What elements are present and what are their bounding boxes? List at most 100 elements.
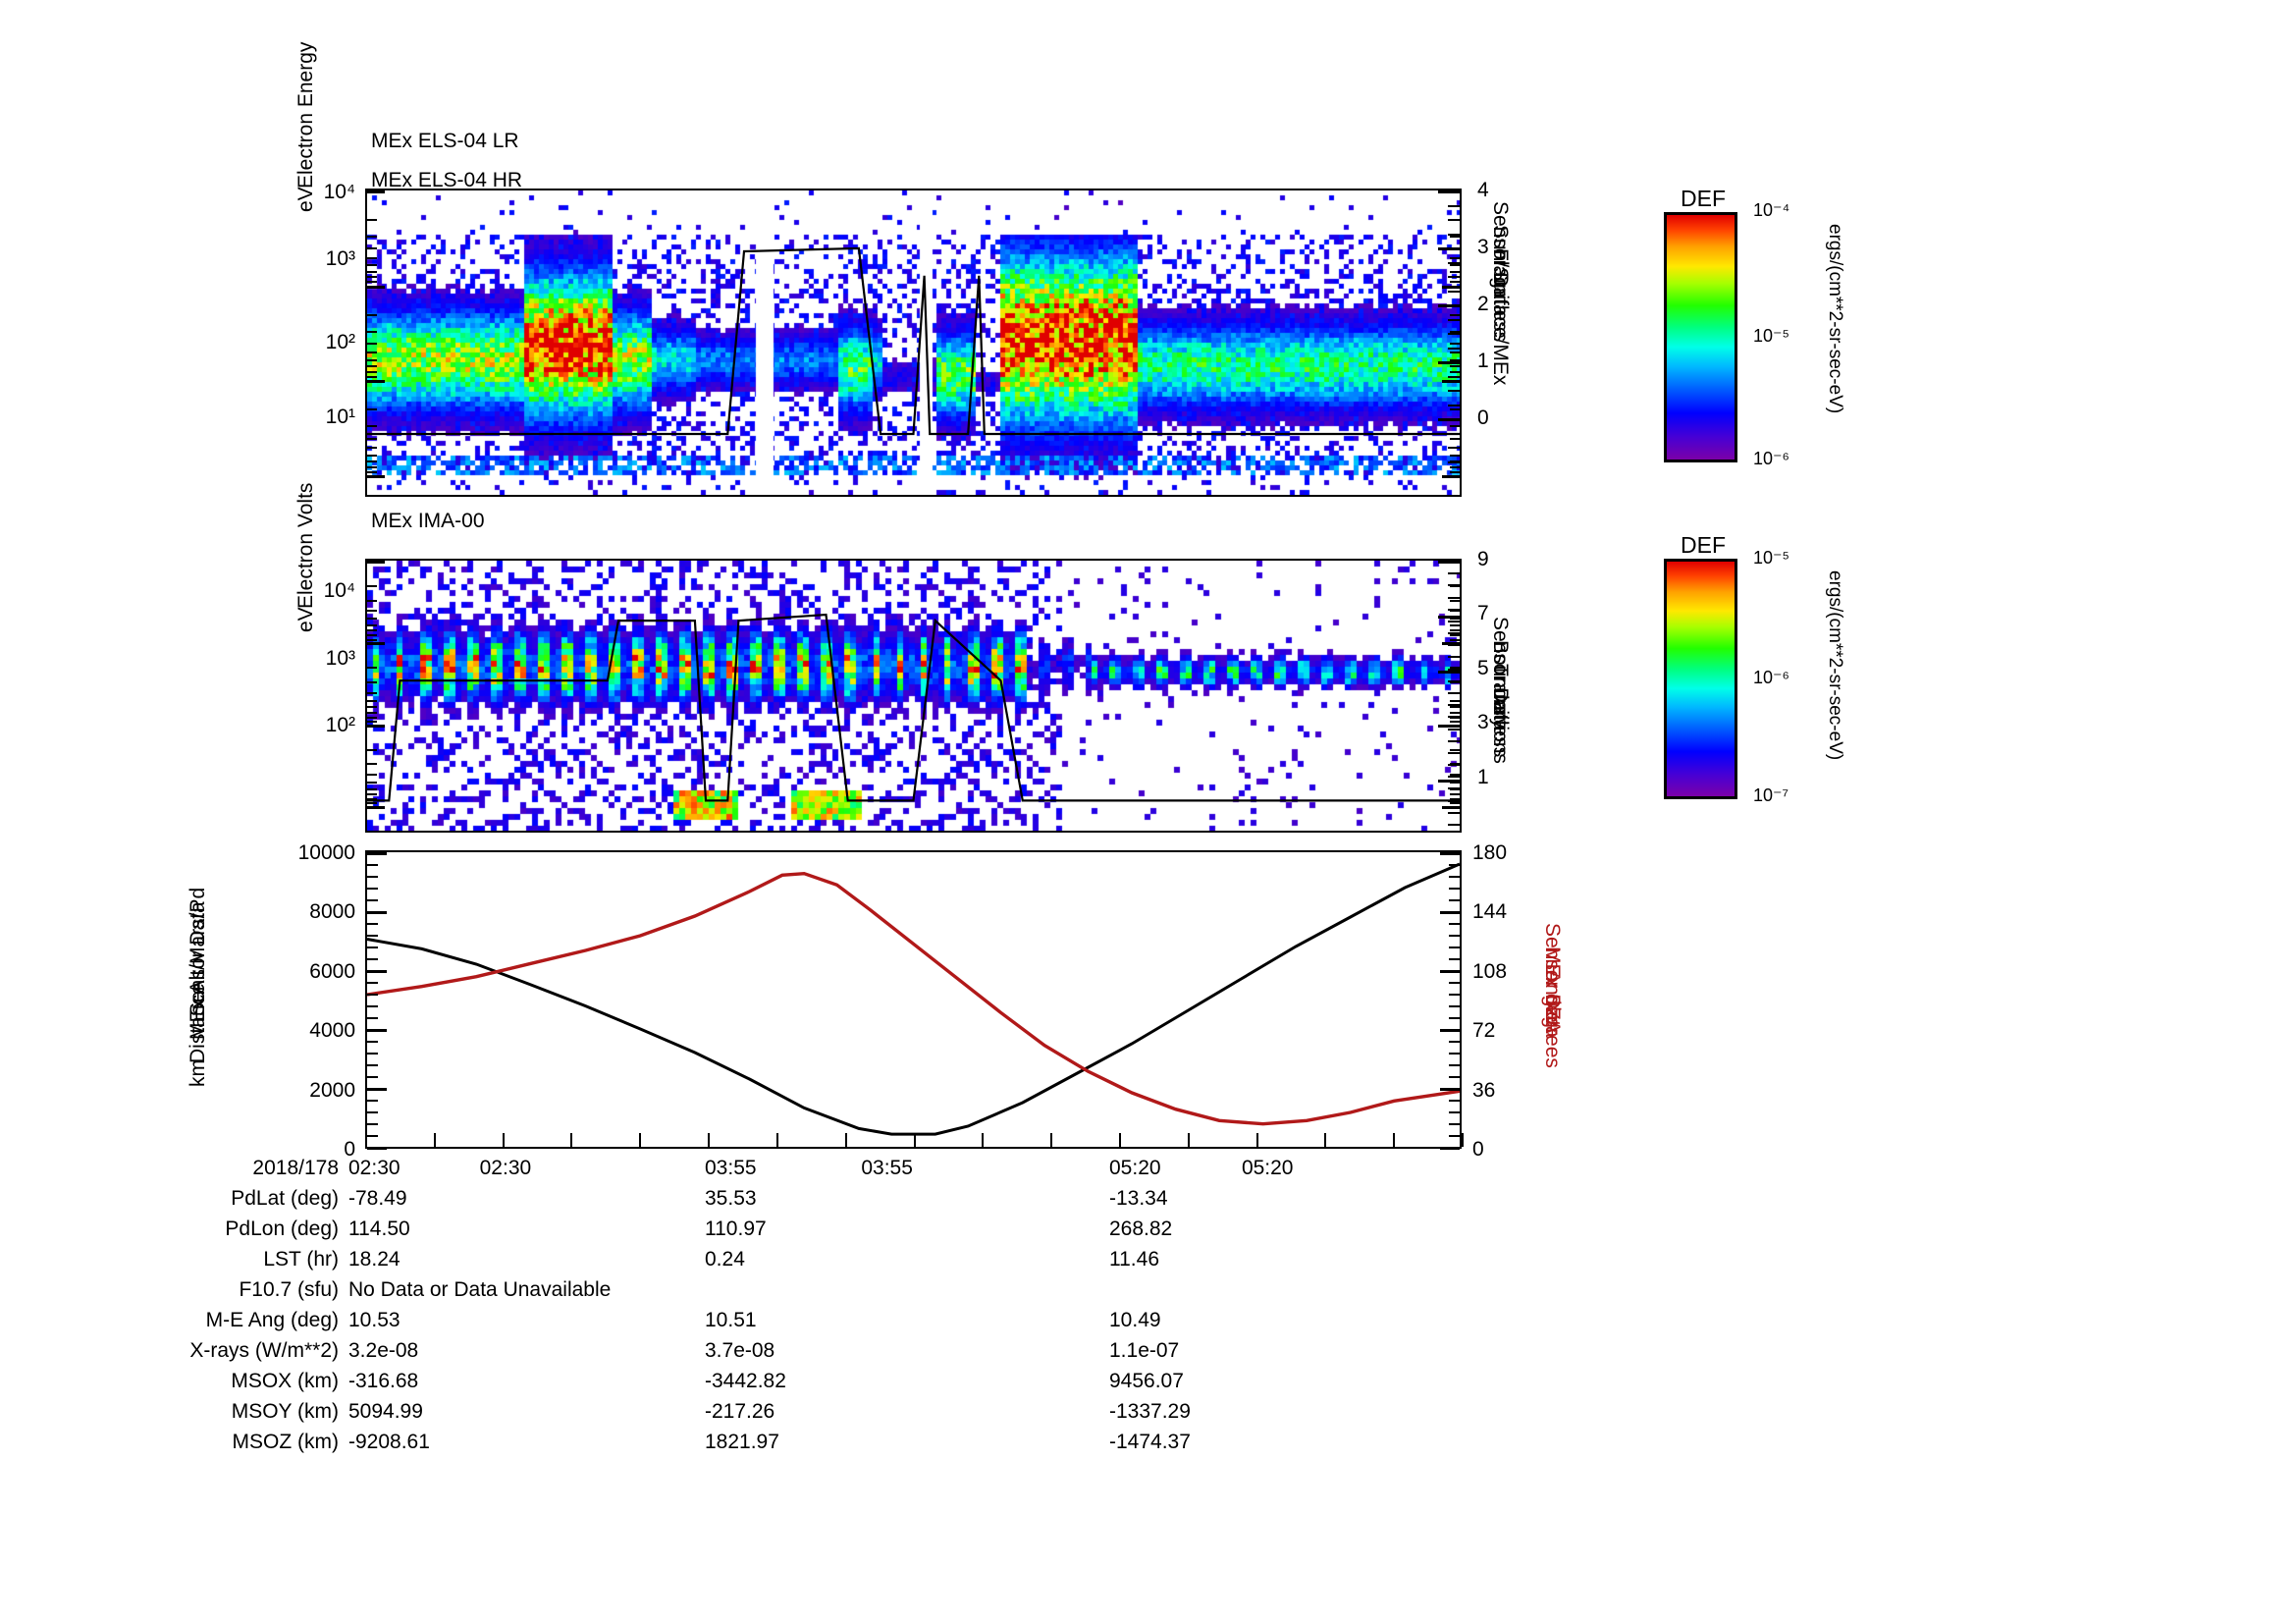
panel-alt: Sensor Data MEx Alt/Mars/Pd Distance km …: [187, 841, 1679, 1161]
param-row-value: 1.1e-07: [1109, 1339, 1180, 1362]
ima-ytick-1e2: 10²: [325, 714, 355, 736]
param-row-value: 10.49: [1109, 1309, 1161, 1331]
els-spectrogram: [367, 190, 1460, 495]
colorbar-ima: DEF 10⁻⁵ 10⁻⁶ 10⁻⁷ ergs/(cm**2-sr-sec-eV…: [1664, 532, 2035, 805]
colorbar-els-title: DEF: [1681, 186, 1726, 211]
ima-ytick-1e3: 10³: [325, 647, 355, 670]
panel-alt-ylabel-right: Sensor Data MEx SZA Angle degrees: [1541, 923, 1679, 1068]
colorbar-els-mid: 10⁻⁵: [1753, 326, 1789, 346]
colorbar-ima-unit: ergs/(cm**2-sr-sec-eV): [1825, 570, 1845, 761]
els-rtick-2: 2: [1477, 293, 1489, 315]
ima-rtick-7: 7: [1477, 602, 1489, 624]
alt-ytick-10000: 10000: [297, 841, 355, 864]
param-row-label: LST (hr): [263, 1248, 339, 1271]
els-ytick-1e1: 10¹: [325, 406, 355, 428]
param-row: 2018/178 02:30 03:55 05:20: [0, 1157, 2296, 1187]
ima-boundary-overlay: [367, 613, 1460, 802]
alt-ytick-6000: 6000: [309, 960, 355, 983]
param-row-label: MSOY (km): [231, 1400, 339, 1423]
param-row-value: 35.53: [705, 1187, 757, 1210]
colorbar-els: DEF 10⁻⁴ 10⁻⁵ 10⁻⁶ ergs/(cm**2-sr-sec-eV…: [0, 0, 2296, 511]
param-row-label: M-E Ang (deg): [205, 1309, 339, 1331]
sza-rtick-144: 144: [1472, 900, 1508, 923]
sza-rtick-72: 72: [1472, 1019, 1496, 1042]
panel-els-title-lr: MEx ELS-04 LR: [371, 130, 519, 152]
param-row: MSOX (km) -316.68 -3442.82 9456.07: [0, 1370, 2296, 1400]
param-row: PdLon (deg) 114.50 110.97 268.82: [0, 1217, 2296, 1248]
els-rtick-0: 0: [1477, 406, 1489, 429]
param-row-value: 114.50: [348, 1217, 410, 1240]
param-row-value: -217.26: [705, 1400, 775, 1423]
parameter-table: 2018/178 02:30 03:55 05:20 PdLat (deg) -78.49…: [0, 1157, 2296, 1461]
param-row-value: 1821.97: [705, 1431, 779, 1453]
alt-ytick-2000: 2000: [309, 1079, 355, 1102]
alt-ytick-4000: 4000: [309, 1019, 355, 1042]
param-row-value: 9456.07: [1109, 1370, 1184, 1392]
els-ytick-1e2: 10²: [325, 331, 355, 353]
param-row-value: 10.53: [348, 1309, 400, 1331]
els-rtick-1: 1: [1477, 350, 1489, 372]
ima-rtick-3: 3: [1477, 711, 1489, 733]
els-ytick-1e3: 10³: [325, 247, 355, 270]
sza-rtick-36: 36: [1472, 1079, 1496, 1102]
param-row-label: X-rays (W/m**2): [189, 1339, 339, 1362]
panel-ima-title: MEx IMA-00: [371, 510, 485, 532]
colorbar-els-max: 10⁻⁴: [1753, 200, 1790, 220]
els-rtick-4: 4: [1477, 179, 1489, 201]
param-row-value: -3442.82: [705, 1370, 786, 1392]
param-row-value: 5094.99: [348, 1400, 423, 1423]
param-row: LST (hr) 18.24 0.24 11.46: [0, 1248, 2296, 1278]
param-row-label: PdLat (deg): [231, 1187, 339, 1210]
alt-sza-curves: [366, 862, 1461, 1136]
param-row-value: -1474.37: [1109, 1431, 1191, 1453]
ima-ytick-1e4: 10⁴: [323, 579, 355, 602]
param-row-label: PdLon (deg): [225, 1217, 339, 1240]
sza-rtick-180: 180: [1472, 841, 1508, 864]
param-row-value: 110.97: [705, 1217, 767, 1240]
param-row-value: -78.49: [348, 1187, 407, 1210]
colorbar-ima-mid: 10⁻⁶: [1753, 668, 1789, 687]
param-row-value: 02:30: [348, 1157, 400, 1179]
alt-llabel-line4: km: [187, 1059, 209, 1087]
colorbar-els-min: 10⁻⁶: [1753, 449, 1789, 468]
param-row-value: 03:55: [705, 1157, 757, 1179]
sza-rtick-0: 0: [1472, 1138, 1484, 1161]
ima-rtick-1: 1: [1477, 766, 1489, 788]
param-row-value: 3.7e-08: [705, 1339, 775, 1362]
colorbar-ima-unit-wrap: ergs/(cm**2-sr-sec-eV): [1825, 570, 2035, 760]
param-row-label: MSOX (km): [231, 1370, 339, 1392]
alt-ytick-8000: 8000: [309, 900, 355, 923]
param-row-value: 3.2e-08: [348, 1339, 419, 1362]
els-plot-frame: [365, 189, 1462, 497]
els-flag-overlay: [367, 246, 1460, 436]
param-row: PdLat (deg) -78.49 35.53 -13.34: [0, 1187, 2296, 1217]
els-ytick-1e4: 10⁴: [323, 181, 355, 203]
param-row-value: -13.34: [1109, 1187, 1168, 1210]
panel-els-title-hr: MEx ELS-04 HR: [371, 169, 523, 191]
colorbar-ima-gradient: [1664, 559, 1737, 799]
els-rtick-3: 3: [1477, 236, 1489, 258]
param-row-value: 268.82: [1109, 1217, 1173, 1240]
colorbar-ima-title: DEF: [1681, 532, 1726, 558]
panel-ima: MEx IMA-00 Electron Volts eV 10⁴ 10³ 10²…: [294, 483, 1512, 833]
param-row: M-E Ang (deg) 10.53 10.51 10.49: [0, 1309, 2296, 1339]
param-row-value: 0.24: [705, 1248, 745, 1271]
colorbar-ima-min: 10⁻⁷: [1753, 785, 1789, 805]
param-row: F10.7 (sfu) No Data or Data Unavailable: [0, 1278, 2296, 1309]
ima-rtick-9: 9: [1477, 548, 1489, 570]
ima-rtick-5: 5: [1477, 657, 1489, 679]
ima-spectrogram: [367, 561, 1460, 831]
param-row-value: 05:20: [1109, 1157, 1161, 1179]
sza-rtick-108: 108: [1472, 960, 1508, 983]
param-row-label: 2018/178: [252, 1157, 339, 1179]
param-row-value: -316.68: [348, 1370, 419, 1392]
param-row-value: 18.24: [348, 1248, 400, 1271]
param-row-value: -1337.29: [1109, 1400, 1191, 1423]
param-row-label: F10.7 (sfu): [239, 1278, 339, 1301]
param-row-value: No Data or Data Unavailable: [348, 1278, 612, 1301]
alt-plot-frame: [365, 850, 1462, 1149]
panel-els: MEx ELS-04 LR MEx ELS-04 HR Electron Ene…: [0, 0, 2296, 511]
param-row-value: 10.51: [705, 1309, 757, 1331]
colorbar-ima-max: 10⁻⁵: [1753, 548, 1789, 568]
